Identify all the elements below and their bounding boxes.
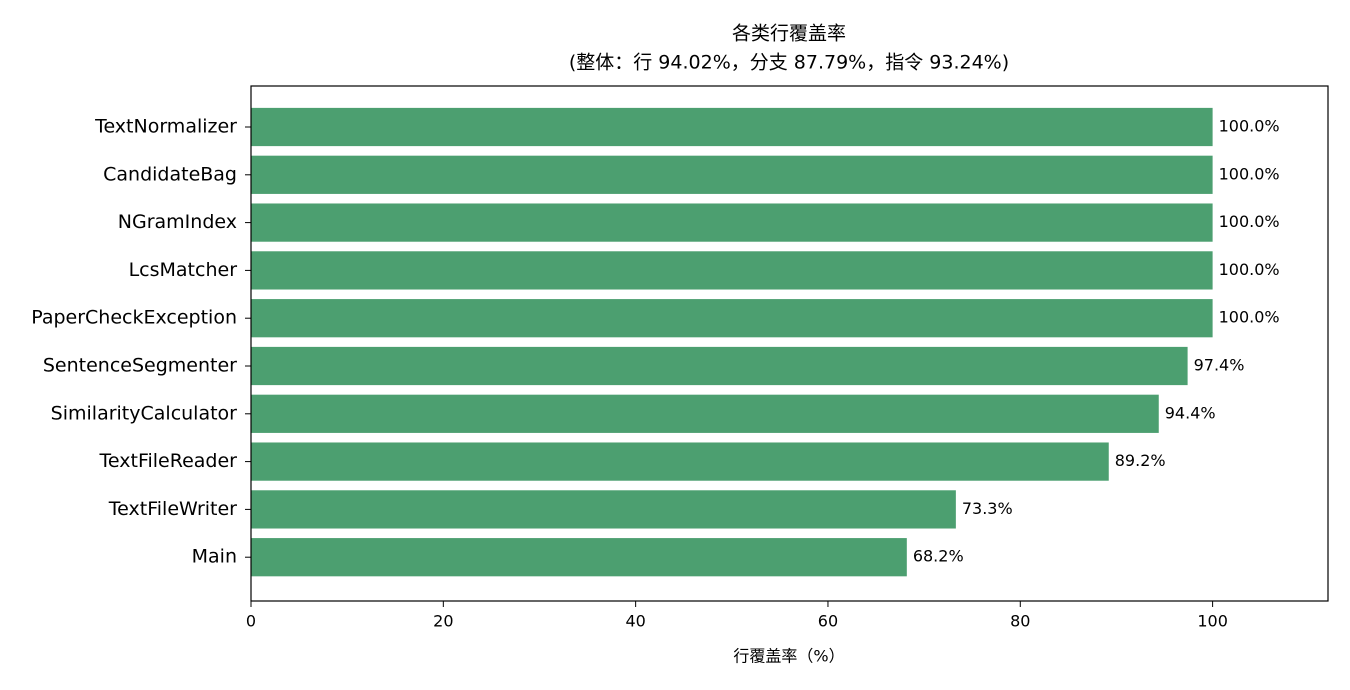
x-tick-label: 80: [1010, 612, 1030, 631]
y-tick-label: PaperCheckException: [31, 307, 237, 329]
value-label: 100.0%: [1219, 308, 1280, 327]
bar: [251, 442, 1109, 481]
bar: [251, 299, 1213, 338]
plot-frame: [250, 85, 1329, 602]
bar: [251, 346, 1188, 386]
bar: [251, 155, 1213, 194]
bar: [251, 251, 1213, 290]
x-tick-label: 60: [818, 612, 838, 631]
value-label: 100.0%: [1219, 260, 1280, 279]
x-tick-label: 100: [1197, 612, 1228, 631]
chart-title: 各类行覆盖率: [732, 23, 846, 45]
bar: [251, 538, 907, 577]
y-tick-label: Main: [192, 546, 237, 568]
x-tick-label: 0: [246, 612, 256, 631]
x-tick-label: 40: [625, 612, 645, 631]
value-label: 97.4%: [1194, 356, 1245, 375]
value-label: 100.0%: [1219, 212, 1280, 231]
x-axis-label: 行覆盖率（%）: [733, 647, 844, 666]
value-label: 89.2%: [1115, 451, 1166, 470]
y-tick-label: SimilarityCalculator: [51, 402, 238, 424]
value-label: 100.0%: [1219, 117, 1280, 136]
x-tick-label: 20: [433, 612, 453, 631]
value-label: 73.3%: [962, 499, 1013, 518]
y-tick-label: TextNormalizer: [94, 116, 237, 138]
y-tick-label: TextFileReader: [99, 450, 238, 472]
value-label: 100.0%: [1219, 164, 1280, 183]
y-tick-label: CandidateBag: [103, 163, 237, 185]
value-label: 68.2%: [913, 547, 964, 566]
y-tick-label: LcsMatcher: [129, 259, 238, 281]
value-label: 94.4%: [1165, 403, 1216, 422]
y-tick-label: SentenceSegmenter: [43, 355, 237, 377]
bar: [251, 394, 1159, 433]
y-tick-label: TextFileWriter: [108, 498, 237, 520]
y-tick-label: NGramIndex: [118, 211, 237, 233]
bar: [251, 490, 956, 529]
bar: [251, 203, 1213, 242]
chart-subtitle: (整体：行 94.02%，分支 87.79%，指令 93.24%): [569, 52, 1009, 74]
bar: [251, 107, 1213, 147]
